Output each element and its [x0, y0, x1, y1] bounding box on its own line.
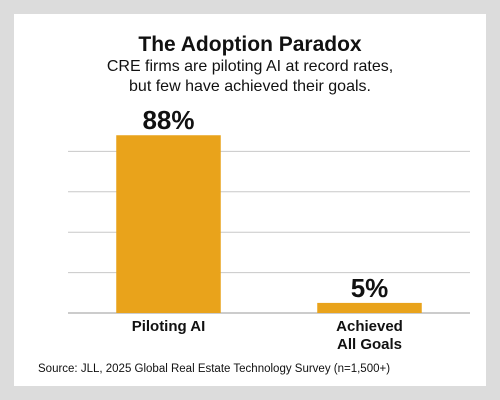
source-note: Source: JLL, 2025 Global Real Estate Tec… — [38, 363, 391, 375]
x-tick-label: Achieved All Goals — [336, 318, 403, 353]
chart-title: The Adoption Paradox — [138, 33, 362, 56]
bar — [116, 135, 221, 313]
value-label: 88% — [142, 105, 194, 135]
chart-subtitle: CRE firms are piloting AI at record rate… — [106, 58, 394, 95]
value-label: 5% — [351, 273, 389, 303]
panel — [14, 14, 486, 386]
bar — [317, 302, 422, 313]
x-tick-label: Piloting AI — [131, 318, 206, 335]
